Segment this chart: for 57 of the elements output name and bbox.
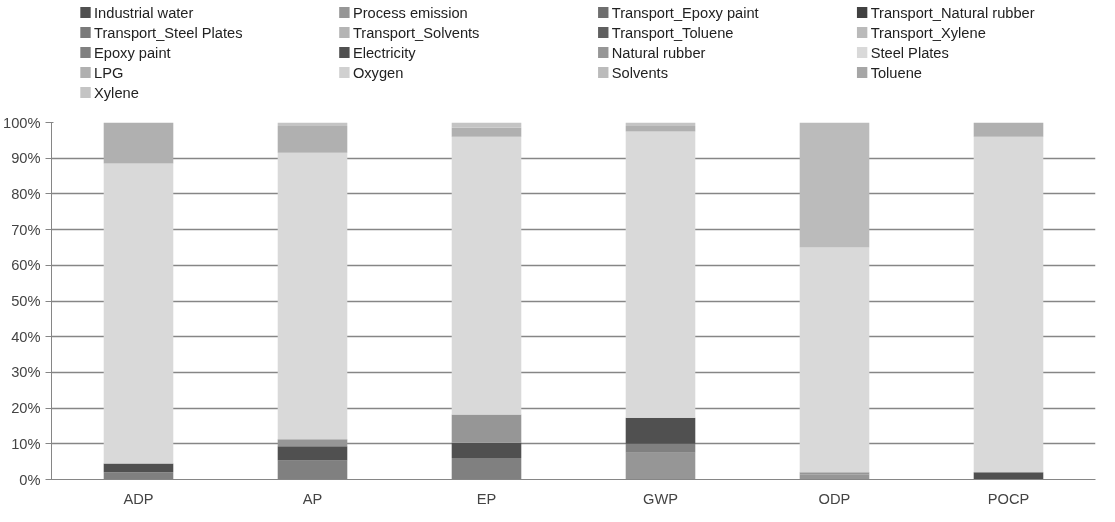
bar [451, 442, 522, 459]
bar [277, 152, 348, 440]
bar [625, 443, 696, 453]
bar [625, 126, 696, 132]
bar [973, 472, 1044, 480]
legend-label: LPG [94, 64, 124, 81]
bar [973, 136, 1044, 473]
x-tick-label: ODP [818, 490, 851, 507]
x-tick-label: POCP [987, 490, 1030, 507]
y-tick-label: 100% [3, 114, 41, 131]
bar [625, 452, 696, 480]
y-tick-label: 40% [11, 328, 41, 345]
x-tick-label: ADP [123, 490, 154, 507]
bar [277, 446, 348, 461]
legend-label: Steel Plates [870, 44, 949, 61]
bar [625, 417, 696, 444]
bar [277, 439, 348, 447]
y-tick-label: 50% [11, 293, 41, 309]
y-tick-label: 60% [11, 257, 41, 274]
bar [625, 131, 696, 418]
x-tick-label: EP [476, 490, 497, 507]
legend-label: Transport_Toluene [611, 24, 734, 41]
y-tick-label: 80% [11, 185, 41, 202]
legend-label: Process emission [352, 4, 468, 21]
legend-label: Electricity [352, 44, 417, 61]
legend-label: Solvents [611, 64, 668, 81]
legend-label: Transport_Natural rubber [870, 4, 1035, 21]
bar [799, 474, 870, 480]
bar [103, 163, 174, 464]
legend-label: Transport_Solvents [352, 24, 480, 41]
y-tick-label: 90% [11, 150, 41, 167]
legend-label: Epoxy paint [94, 44, 171, 61]
y-tick-label: 30% [11, 364, 41, 381]
y-tick-label: 70% [11, 221, 41, 238]
legend-label: Industrial water [94, 4, 194, 21]
bar [277, 126, 348, 153]
legend-label: Natural rubber [611, 44, 706, 61]
y-tick-label: 0% [19, 471, 41, 488]
bar [103, 122, 174, 164]
bar [103, 463, 174, 473]
legend-label: Transport_Epoxy paint [611, 4, 759, 21]
bar [451, 414, 522, 443]
x-tick-label: GWP [643, 490, 679, 507]
legend-label: Toluene [870, 64, 922, 81]
bar [451, 122, 522, 128]
x-tick-label: AP [302, 490, 323, 507]
bar [451, 127, 522, 137]
legend-label: Transport_Steel Plates [94, 24, 243, 41]
legend-label: Xylene [94, 84, 139, 101]
bar [799, 247, 870, 473]
y-tick-label: 10% [11, 435, 41, 452]
bar [451, 136, 522, 415]
legend-label: Oxygen [352, 64, 404, 81]
bar [799, 122, 870, 248]
y-tick-label: 20% [11, 400, 41, 417]
bar [973, 122, 1044, 137]
legend-label: Transport_Xylene [870, 24, 986, 41]
